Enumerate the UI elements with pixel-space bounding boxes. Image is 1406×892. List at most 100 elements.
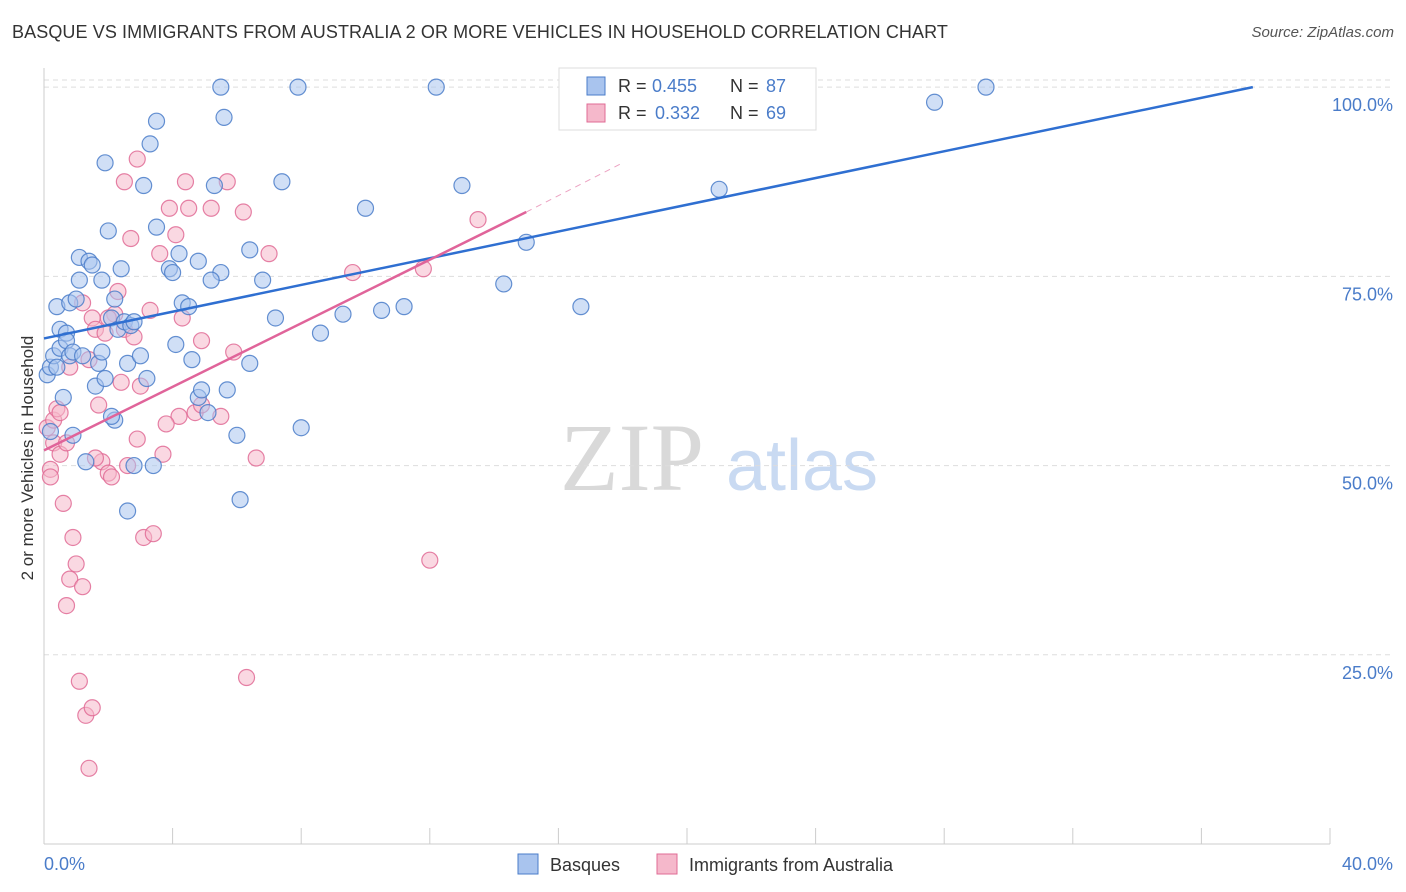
basques-point-56 xyxy=(311,324,330,342)
legend-swatch-australia xyxy=(586,103,606,123)
basques-point-34 xyxy=(135,176,153,195)
basques-point-81 xyxy=(241,241,259,259)
basques-point-79 xyxy=(202,271,220,289)
chart-source: Source: ZipAtlas.com xyxy=(1251,24,1394,41)
basques-point-62 xyxy=(453,176,471,195)
basques-point-18 xyxy=(83,256,101,274)
legend-r-label-1: R = xyxy=(618,76,647,96)
australia-point-24 xyxy=(112,373,130,391)
basques-point-84 xyxy=(41,422,60,441)
basques-point-21 xyxy=(93,343,111,361)
australia-trend-extension xyxy=(526,162,623,213)
legend-r-label-2: R = xyxy=(618,103,647,123)
y-axis-label: 2 or more Vehicles in Household xyxy=(18,336,37,581)
australia-point-53 xyxy=(176,173,195,191)
australia-point-36 xyxy=(180,199,198,217)
bottom-legend: Basques Immigrants from Australia xyxy=(517,853,894,875)
australia-point-59 xyxy=(157,415,175,433)
basques-point-61 xyxy=(427,78,445,96)
basques-point-7 xyxy=(54,388,72,407)
australia-point-56 xyxy=(237,668,256,687)
basques-point-26 xyxy=(106,290,124,308)
chart-title: BASQUE VS IMMIGRANTS FROM AUSTRALIA 2 OR… xyxy=(12,22,948,42)
australia-point-55 xyxy=(170,407,188,425)
basques-point-75 xyxy=(189,252,207,270)
australia-trend-line xyxy=(43,210,527,452)
basques-point-39 xyxy=(170,245,188,263)
australia-point-45 xyxy=(260,245,278,263)
australia-point-49 xyxy=(469,210,487,229)
australia-point-48 xyxy=(421,551,439,569)
australia-point-62 xyxy=(51,403,69,422)
trend-lines xyxy=(43,85,1254,452)
australia-point-6 xyxy=(54,494,72,513)
basques-point-59 xyxy=(372,301,391,320)
legend-r-value-2: 0.332 xyxy=(655,103,700,123)
basques-point-58 xyxy=(356,199,375,217)
y-tick-label-25: 25.0% xyxy=(1342,663,1393,683)
basques-point-50 xyxy=(231,491,249,509)
basques-point-22 xyxy=(93,271,111,289)
basques-point-73 xyxy=(138,369,156,388)
australia-point-43 xyxy=(234,203,252,221)
basques-point-74 xyxy=(118,502,137,520)
basques-point-28 xyxy=(112,260,130,278)
australia-point-28 xyxy=(128,430,146,448)
australia-point-33 xyxy=(160,199,178,217)
australia-point-38 xyxy=(192,332,211,350)
basques-point-53 xyxy=(266,309,285,327)
legend: R = 0.455 N = 87 R = 0.332 N = 69 xyxy=(558,67,817,131)
basques-point-3 xyxy=(48,358,66,376)
basques-point-76 xyxy=(212,78,230,96)
australia-point-7 xyxy=(57,596,76,615)
basques-point-13 xyxy=(67,290,85,308)
basques-point-71 xyxy=(125,456,143,475)
basques-point-23 xyxy=(96,369,114,388)
australia-point-21 xyxy=(102,468,121,486)
australia-point-17 xyxy=(90,396,108,414)
basques-point-66 xyxy=(710,180,728,198)
legend-n-value-2: 69 xyxy=(766,103,786,123)
basques-point-33 xyxy=(131,347,150,365)
series-immigrants-australia xyxy=(38,150,487,777)
basques-point-55 xyxy=(292,419,310,437)
y-tick-label-75: 75.0% xyxy=(1342,284,1393,304)
basques-point-57 xyxy=(334,305,352,323)
bottom-legend-swatch-basques xyxy=(517,853,539,875)
basques-point-35 xyxy=(141,135,159,153)
basques-point-24 xyxy=(99,222,117,240)
basques-point-46 xyxy=(205,176,223,195)
axes: 25.0% 50.0% 75.0% 100.0% 0.0% 40.0% xyxy=(43,68,1393,874)
x-tick-label-max: 40.0% xyxy=(1342,854,1393,874)
australia-point-52 xyxy=(128,150,146,168)
australia-point-63 xyxy=(41,468,60,486)
basques-point-82 xyxy=(77,453,95,471)
australia-point-14 xyxy=(80,759,98,777)
australia-point-57 xyxy=(83,699,101,717)
legend-n-label-1: N = xyxy=(730,76,759,96)
australia-point-12 xyxy=(73,578,92,596)
bottom-legend-swatch-australia xyxy=(656,853,678,875)
australia-point-9 xyxy=(64,528,82,547)
basques-point-54 xyxy=(273,173,291,191)
basques-point-77 xyxy=(215,108,233,127)
basques-point-49 xyxy=(228,426,246,444)
australia-point-27 xyxy=(122,229,140,248)
watermark-zip: ZIP xyxy=(560,404,704,511)
basques-point-78 xyxy=(289,78,307,96)
y-tick-label-100: 100.0% xyxy=(1332,95,1393,115)
basques-point-45 xyxy=(199,403,217,422)
legend-r-value-1: 0.455 xyxy=(652,76,697,96)
australia-point-32 xyxy=(154,445,172,463)
australia-point-34 xyxy=(167,226,185,244)
basques-point-48 xyxy=(218,381,236,399)
australia-point-8 xyxy=(61,570,79,588)
australia-point-11 xyxy=(70,672,88,690)
basques-trend-line xyxy=(43,85,1254,340)
basques-point-16 xyxy=(73,347,92,365)
basques-point-60 xyxy=(395,298,413,316)
basques-point-42 xyxy=(183,351,201,369)
legend-swatch-basques xyxy=(586,76,606,96)
australia-point-39 xyxy=(202,199,220,217)
